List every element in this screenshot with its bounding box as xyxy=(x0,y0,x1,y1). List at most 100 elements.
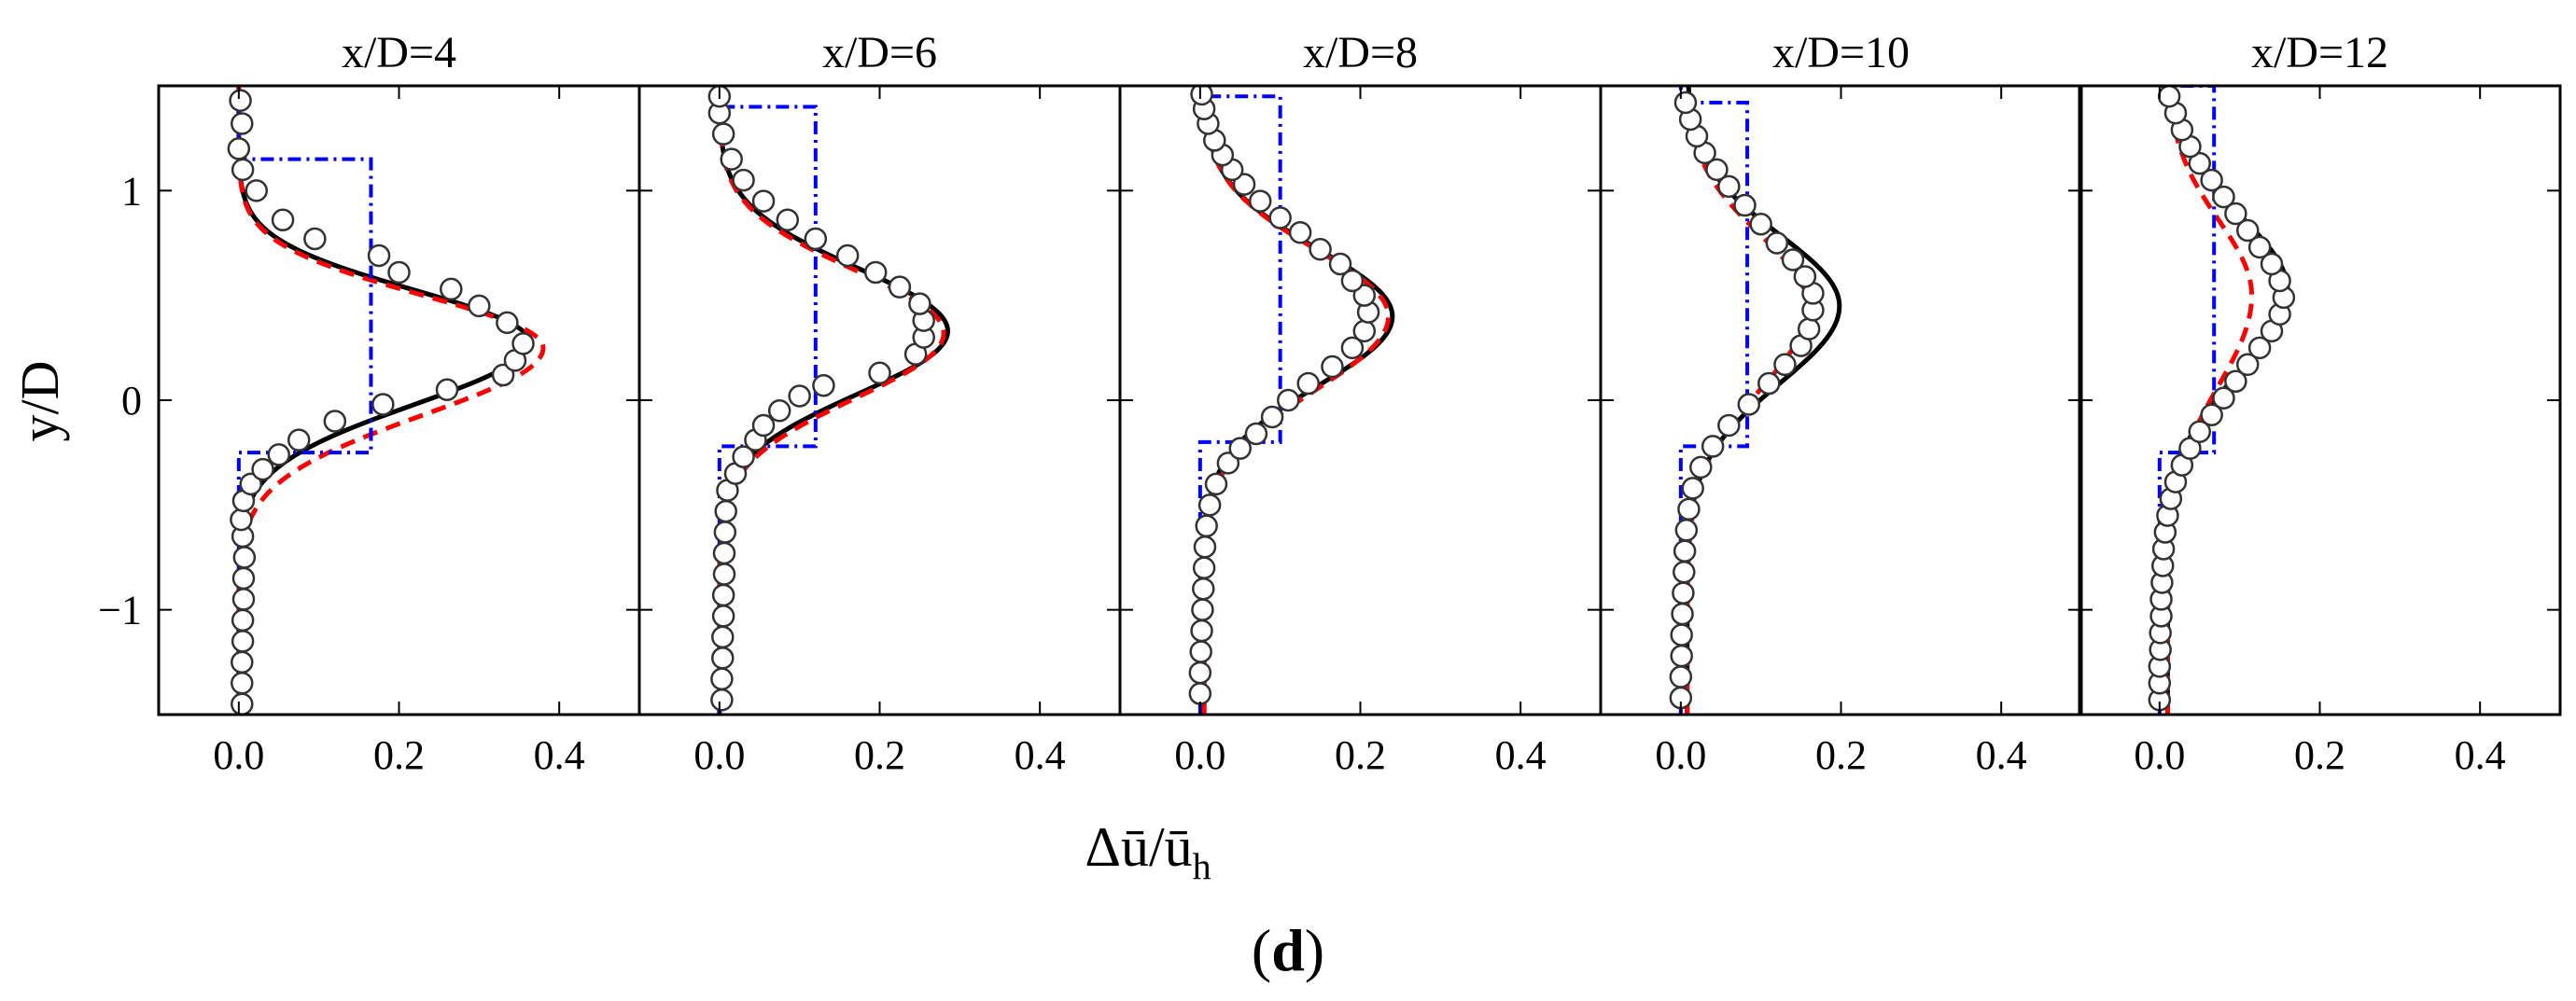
measured-point xyxy=(2260,252,2284,276)
measured-point xyxy=(2224,369,2247,394)
measured-point xyxy=(231,650,254,674)
measured-point xyxy=(2247,235,2272,259)
measured-point xyxy=(767,398,791,423)
measured-point xyxy=(267,443,290,466)
measured-point xyxy=(1288,221,1312,244)
y-axis-label: y/D xyxy=(9,361,70,442)
measured-point xyxy=(835,243,860,268)
dashdot-series-line xyxy=(1197,86,1282,715)
measured-point xyxy=(231,630,255,653)
measured-point xyxy=(1673,539,1697,563)
measured-point xyxy=(2212,386,2235,410)
measured-point xyxy=(1757,371,1781,396)
measured-point xyxy=(710,688,734,712)
panel-label-open: ( xyxy=(1252,917,1271,983)
x-axis-label-delta: Δ xyxy=(1085,816,1121,878)
dashdot-series-line xyxy=(1678,86,1750,715)
measured-point xyxy=(863,260,888,285)
measured-point xyxy=(511,332,535,355)
panel-title: x/D=6 xyxy=(822,28,937,77)
plot-area xyxy=(2148,86,2296,715)
y-tick-label: 0 xyxy=(121,378,142,424)
measured-point xyxy=(1340,269,1365,293)
measured-point xyxy=(2200,168,2223,192)
measured-point xyxy=(371,393,395,416)
measured-point xyxy=(1309,237,1332,261)
measured-point xyxy=(711,625,735,649)
measured-point xyxy=(1765,231,1789,255)
measured-point xyxy=(1340,336,1365,360)
x-tick-label: 0.0 xyxy=(2134,732,2185,778)
measured-point xyxy=(1204,472,1228,496)
measured-point xyxy=(1352,319,1377,343)
measured-point xyxy=(245,179,268,202)
panel-frame xyxy=(637,84,1122,716)
measured-point xyxy=(2188,151,2211,175)
measured-point xyxy=(1673,560,1696,584)
measured-point xyxy=(1793,265,1817,288)
measured-point xyxy=(440,277,463,301)
measured-point xyxy=(711,122,735,146)
x-tick-label: 0.2 xyxy=(373,732,425,778)
measured-point xyxy=(1244,422,1268,446)
measured-point xyxy=(231,566,256,591)
measured-point xyxy=(491,363,515,387)
x-tick-label: 0.4 xyxy=(2455,732,2506,778)
panel-1: 0.0 0.2 0.4 −1 0 1 x/D=4 xyxy=(98,28,641,778)
measured-point xyxy=(1328,252,1352,276)
x-tick-label: 0.4 xyxy=(1976,732,2027,778)
measured-point xyxy=(888,275,912,299)
measured-point xyxy=(868,361,891,385)
measured-point xyxy=(227,137,251,160)
x-tick-label: 0.2 xyxy=(1815,732,1867,778)
measured-point xyxy=(804,227,828,251)
measured-point xyxy=(271,208,295,232)
measured-point xyxy=(287,428,311,452)
measured-point xyxy=(1701,435,1725,458)
measured-point xyxy=(1689,455,1713,480)
measured-point xyxy=(1737,393,1761,416)
x-axis-label-subscript: h xyxy=(1193,845,1211,887)
x-axis-label-numerator: ū xyxy=(1121,816,1149,878)
panel-label-letter: d xyxy=(1271,917,1305,983)
measured-point xyxy=(239,472,262,496)
plot-area xyxy=(227,86,546,715)
x-tick-label: 0.0 xyxy=(1174,732,1225,778)
measured-point xyxy=(732,168,755,192)
x-axis-label-slash: / xyxy=(1149,816,1165,878)
panel-frame xyxy=(1118,84,1603,716)
panel-5: 0.0 0.2 0.4 x/D=12 xyxy=(2078,28,2562,778)
measured-point xyxy=(2224,202,2247,226)
measured-point xyxy=(1717,413,1741,438)
x-axis-label: Δū/ūh xyxy=(1085,816,1211,887)
measured-point xyxy=(908,292,931,315)
measured-point xyxy=(1188,660,1212,685)
measured-point xyxy=(1188,682,1212,705)
measured-point xyxy=(1321,355,1344,379)
measured-point xyxy=(712,563,736,586)
measured-point xyxy=(712,541,736,565)
panel-label: (d) xyxy=(1252,917,1324,983)
measured-point xyxy=(2236,218,2260,243)
measured-point xyxy=(710,667,734,691)
panel-title: x/D=8 xyxy=(1303,28,1418,77)
measured-point xyxy=(711,583,735,607)
measured-point xyxy=(496,311,519,335)
measured-point xyxy=(2188,420,2211,443)
measured-point xyxy=(2200,403,2223,426)
measured-point xyxy=(1248,189,1272,213)
measured-point xyxy=(1670,623,1693,646)
measured-point xyxy=(1671,602,1694,626)
measured-point xyxy=(711,646,735,670)
measured-point xyxy=(1672,581,1695,605)
measured-point xyxy=(1190,86,1213,106)
measured-point xyxy=(1192,556,1216,579)
measured-point xyxy=(468,294,491,318)
panel-frame xyxy=(1599,84,2083,716)
panel-frame xyxy=(157,84,641,716)
measured-point xyxy=(231,158,255,182)
y-tick-label: −1 xyxy=(98,588,142,633)
measured-point xyxy=(231,608,255,633)
measured-point xyxy=(1191,598,1214,621)
